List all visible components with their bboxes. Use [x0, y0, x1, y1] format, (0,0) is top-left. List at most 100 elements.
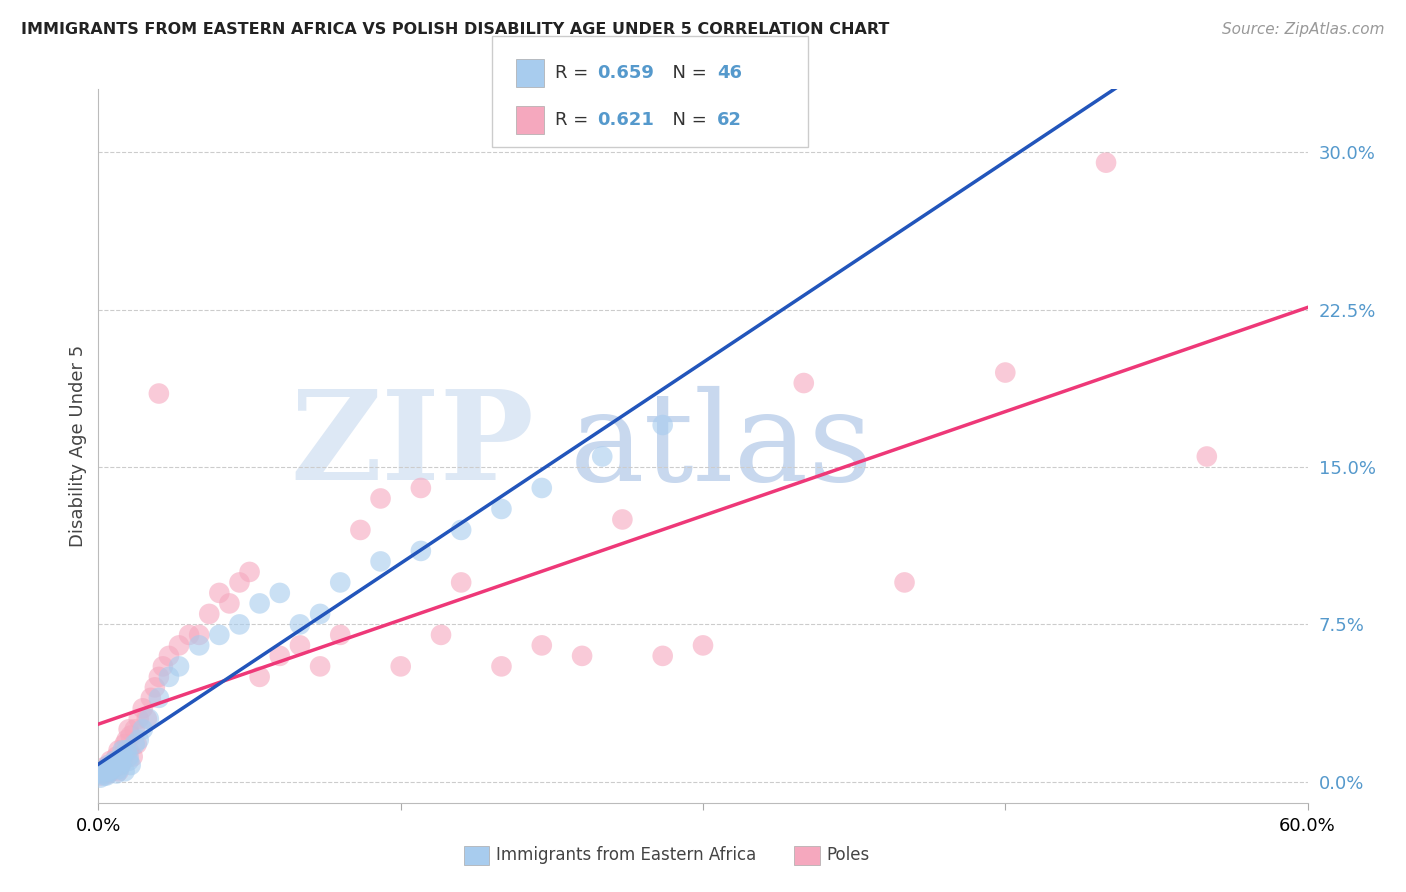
- Point: [651, 417, 673, 432]
- Point: [450, 575, 472, 590]
- Point: [103, 760, 125, 774]
- Point: [125, 737, 148, 751]
- Point: [118, 749, 141, 764]
- Point: [97, 758, 120, 772]
- Point: [91, 764, 114, 779]
- Point: [269, 648, 291, 663]
- Point: [152, 659, 174, 673]
- Point: [115, 743, 138, 757]
- Point: [208, 628, 231, 642]
- Point: [120, 758, 142, 772]
- Point: [115, 732, 138, 747]
- Point: [100, 762, 122, 776]
- Point: [120, 729, 142, 743]
- Text: 46: 46: [717, 64, 742, 82]
- Point: [101, 762, 124, 776]
- Point: [148, 670, 170, 684]
- Point: [188, 639, 211, 653]
- Point: [93, 760, 115, 774]
- Point: [309, 659, 332, 673]
- Point: [93, 768, 115, 782]
- Point: [124, 737, 146, 751]
- Text: ZIP: ZIP: [290, 385, 534, 507]
- Point: [114, 764, 136, 779]
- Point: [128, 732, 150, 747]
- Text: IMMIGRANTS FROM EASTERN AFRICA VS POLISH DISABILITY AGE UNDER 5 CORRELATION CHAR: IMMIGRANTS FROM EASTERN AFRICA VS POLISH…: [21, 22, 890, 37]
- Point: [288, 639, 311, 653]
- Point: [249, 670, 271, 684]
- Point: [893, 575, 915, 590]
- Point: [370, 491, 392, 506]
- Point: [329, 575, 352, 590]
- Point: [269, 586, 291, 600]
- Point: [218, 596, 240, 610]
- Text: N =: N =: [661, 112, 713, 129]
- Point: [97, 766, 120, 780]
- Point: [111, 743, 134, 757]
- Point: [97, 762, 120, 776]
- Point: [228, 575, 250, 590]
- Point: [651, 648, 673, 663]
- Point: [349, 523, 371, 537]
- Point: [110, 758, 132, 772]
- Text: 0.659: 0.659: [598, 64, 654, 82]
- Point: [132, 701, 155, 715]
- Point: [612, 512, 634, 526]
- Point: [148, 386, 170, 401]
- Point: [107, 762, 129, 776]
- Point: [157, 670, 180, 684]
- Point: [138, 712, 160, 726]
- Point: [93, 764, 115, 779]
- Point: [692, 639, 714, 653]
- Point: [91, 766, 114, 780]
- Text: 0.621: 0.621: [598, 112, 654, 129]
- Point: [107, 754, 129, 768]
- Point: [139, 690, 162, 705]
- Point: [118, 723, 141, 737]
- Point: [135, 712, 157, 726]
- Point: [148, 690, 170, 705]
- Point: [132, 723, 155, 737]
- Point: [128, 712, 150, 726]
- Point: [188, 628, 211, 642]
- Point: [1095, 155, 1118, 169]
- Point: [370, 554, 392, 568]
- Point: [1195, 450, 1218, 464]
- Point: [96, 768, 118, 782]
- Point: [103, 756, 125, 770]
- Point: [430, 628, 453, 642]
- Text: N =: N =: [661, 64, 713, 82]
- Point: [105, 749, 128, 764]
- Text: Immigrants from Eastern Africa: Immigrants from Eastern Africa: [496, 847, 756, 864]
- Point: [329, 628, 352, 642]
- Point: [118, 743, 141, 757]
- Point: [157, 648, 180, 663]
- Point: [994, 366, 1017, 380]
- Text: R =: R =: [555, 112, 595, 129]
- Text: atlas: atlas: [569, 385, 873, 507]
- Point: [103, 754, 125, 768]
- Point: [89, 768, 111, 782]
- Text: R =: R =: [555, 64, 595, 82]
- Y-axis label: Disability Age Under 5: Disability Age Under 5: [69, 345, 87, 547]
- Point: [101, 760, 124, 774]
- Point: [124, 723, 146, 737]
- Point: [249, 596, 271, 610]
- Point: [409, 544, 432, 558]
- Point: [96, 764, 118, 779]
- Point: [591, 450, 613, 464]
- Point: [103, 756, 125, 770]
- Point: [107, 743, 129, 757]
- Point: [208, 586, 231, 600]
- Point: [288, 617, 311, 632]
- Point: [491, 659, 513, 673]
- Point: [409, 481, 432, 495]
- Point: [167, 639, 190, 653]
- Point: [111, 749, 134, 764]
- Point: [239, 565, 262, 579]
- Point: [114, 737, 136, 751]
- Text: Source: ZipAtlas.com: Source: ZipAtlas.com: [1222, 22, 1385, 37]
- Point: [309, 607, 332, 621]
- Point: [110, 758, 132, 772]
- Point: [118, 754, 141, 768]
